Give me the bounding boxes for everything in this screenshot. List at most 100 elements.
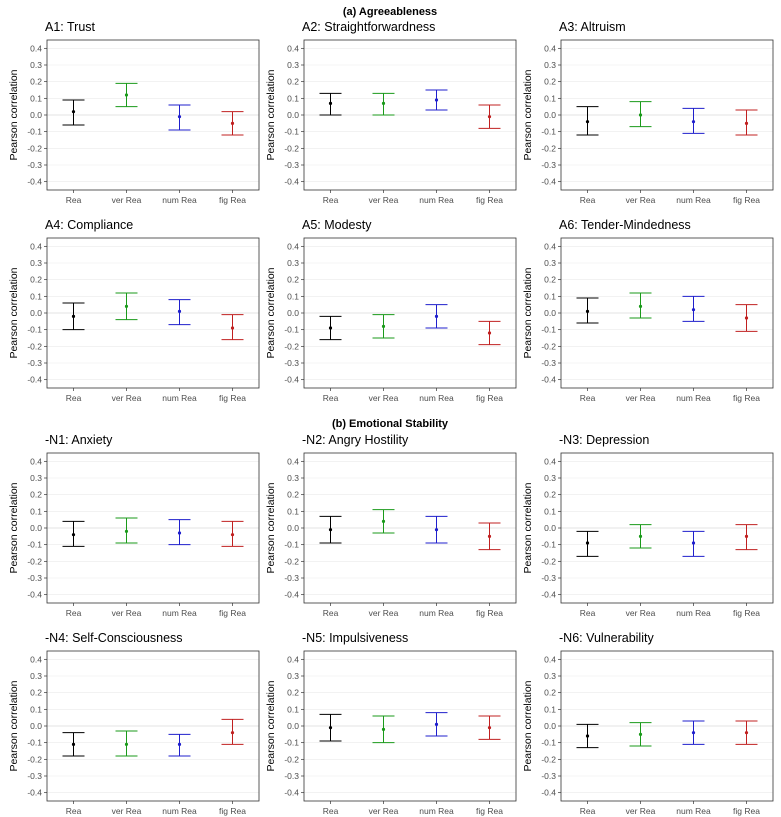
x-tick-label: num Rea: [676, 608, 711, 618]
chart-panel: -N2: Angry Hostility -0.4 -0.3 -0.2 -0.1 0.0 0…: [265, 433, 517, 618]
data-point: [177, 531, 182, 535]
panel-title: A2: Straightforwardness: [302, 20, 435, 34]
panel-title: -N3: Depression: [559, 433, 649, 447]
y-tick-label: 0.1: [287, 291, 299, 301]
y-tick-label: 0.1: [30, 506, 42, 516]
y-tick-label: -0.4: [284, 590, 299, 600]
y-tick-label: 0.2: [30, 688, 42, 698]
y-tick-label: 0.4: [544, 241, 556, 251]
y-tick-label: -0.2: [284, 341, 299, 351]
data-point: [328, 326, 333, 330]
y-tick-label: -0.2: [541, 754, 556, 764]
data-point: [71, 742, 76, 746]
data-point: [487, 534, 492, 538]
x-tick-label: num Rea: [162, 393, 197, 403]
y-tick-label: 0.3: [30, 473, 42, 483]
y-tick-label: -0.2: [284, 754, 299, 764]
y-tick-label: 0.4: [30, 43, 42, 53]
y-tick-label: -0.4: [284, 177, 299, 187]
data-point: [487, 331, 492, 335]
y-tick-label: -0.4: [27, 177, 42, 187]
y-tick-label: -0.3: [284, 160, 299, 170]
panel-title: -N6: Vulnerability: [559, 631, 654, 645]
data-point: [744, 121, 749, 125]
x-tick-label: Rea: [580, 393, 596, 403]
y-axis-label: Pearson correlation: [8, 69, 20, 160]
data-point: [638, 304, 643, 308]
panel-title: -N1: Anxiety: [45, 433, 113, 447]
y-tick-label: 0.1: [30, 704, 42, 714]
y-tick-label: 0.3: [544, 473, 556, 483]
x-tick-label: ver Rea: [112, 393, 142, 403]
data-point: [124, 93, 129, 97]
x-tick-label: num Rea: [162, 608, 197, 618]
y-tick-label: 0.1: [544, 93, 556, 103]
y-tick-label: 0.4: [30, 654, 42, 664]
x-tick-label: fig Rea: [476, 608, 503, 618]
x-tick-label: num Rea: [676, 393, 711, 403]
x-tick-label: Rea: [66, 195, 82, 205]
y-tick-label: -0.3: [541, 160, 556, 170]
data-point: [638, 534, 643, 538]
y-tick-label: 0.3: [544, 258, 556, 268]
y-tick-label: 0.4: [544, 456, 556, 466]
data-point: [585, 734, 590, 738]
data-point: [638, 732, 643, 736]
y-tick-label: -0.4: [284, 375, 299, 385]
y-tick-label: -0.2: [284, 556, 299, 566]
x-tick-label: Rea: [580, 806, 596, 816]
y-tick-label: 0.3: [544, 60, 556, 70]
x-tick-label: ver Rea: [112, 195, 142, 205]
y-tick-label: 0.3: [544, 671, 556, 681]
y-tick-label: -0.1: [27, 127, 42, 137]
data-point: [487, 115, 492, 119]
x-tick-label: num Rea: [419, 806, 454, 816]
y-tick-label: 0.2: [287, 77, 299, 87]
y-tick-label: 0.1: [544, 291, 556, 301]
y-tick-label: 0.2: [544, 77, 556, 87]
y-tick-label: 0.3: [30, 671, 42, 681]
y-tick-label: 0.4: [30, 241, 42, 251]
x-tick-label: fig Rea: [733, 806, 760, 816]
y-tick-label: -0.4: [541, 590, 556, 600]
data-point: [691, 120, 696, 124]
chart-panel: A1: Trust -0.4 -0.3 -0.2 -0.1 0.0 0.1 0.2 0.3 0.4…: [8, 20, 260, 205]
y-axis-label: Pearson correlation: [8, 680, 20, 771]
x-tick-label: fig Rea: [476, 393, 503, 403]
y-tick-label: -0.2: [541, 143, 556, 153]
y-tick-label: -0.3: [284, 573, 299, 583]
y-tick-label: -0.2: [27, 556, 42, 566]
x-tick-label: ver Rea: [112, 608, 142, 618]
data-point: [434, 722, 439, 726]
x-tick-label: Rea: [66, 608, 82, 618]
y-tick-label: 0.2: [544, 275, 556, 285]
y-tick-label: 0.4: [287, 241, 299, 251]
y-tick-label: -0.3: [541, 358, 556, 368]
y-tick-label: 0.2: [287, 490, 299, 500]
y-tick-label: -0.4: [541, 375, 556, 385]
data-point: [177, 115, 182, 119]
chart-panel: -N3: Depression -0.4 -0.3 -0.2 -0.1 0.0 0.1 0.2…: [522, 433, 774, 618]
y-axis-label: Pearson correlation: [522, 69, 534, 160]
y-tick-label: 0.4: [30, 456, 42, 466]
x-tick-label: num Rea: [419, 393, 454, 403]
y-tick-label: -0.2: [27, 754, 42, 764]
y-tick-label: 0.0: [30, 523, 42, 533]
y-tick-label: -0.4: [27, 375, 42, 385]
y-axis-label: Pearson correlation: [522, 267, 534, 358]
y-tick-label: 0.1: [287, 704, 299, 714]
x-tick-label: fig Rea: [219, 393, 246, 403]
x-tick-label: Rea: [66, 806, 82, 816]
y-tick-label: -0.2: [284, 143, 299, 153]
data-point: [691, 731, 696, 735]
y-tick-label: 0.3: [30, 258, 42, 268]
y-tick-label: -0.1: [284, 540, 299, 550]
x-tick-label: Rea: [323, 195, 339, 205]
y-axis-label: Pearson correlation: [265, 267, 277, 358]
x-tick-label: ver Rea: [626, 195, 656, 205]
y-tick-label: -0.3: [284, 771, 299, 781]
y-tick-label: 0.0: [30, 110, 42, 120]
data-point: [71, 314, 76, 318]
x-tick-label: fig Rea: [733, 195, 760, 205]
data-point: [177, 309, 182, 313]
